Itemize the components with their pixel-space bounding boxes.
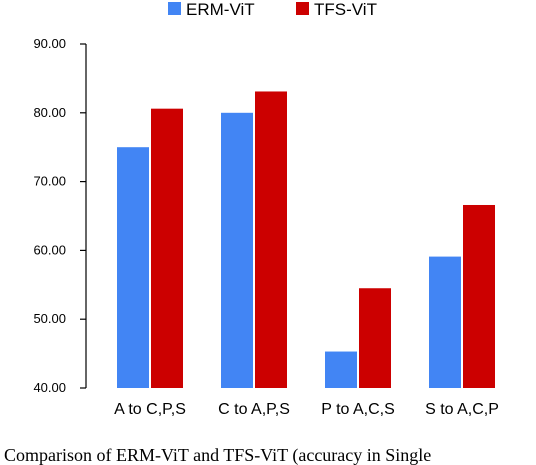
x-tick-label: S to A,C,P xyxy=(425,401,499,418)
bars xyxy=(117,91,495,389)
bar-chart: ERM-ViT TFS-ViT 40.00 50.00 60.00 70.00 80.00… xyxy=(33,0,499,418)
x-tick-label: A to C,P,S xyxy=(114,401,186,418)
bar-tfs-vit-3 xyxy=(463,204,495,388)
bar-tfs-vit-2 xyxy=(359,288,391,388)
y-tick-label: 50.00 xyxy=(33,311,66,326)
x-axis-labels: A to C,P,S C to A,P,S P to A,C,S S to A,C,P xyxy=(114,401,499,418)
chart-svg: ERM-ViT TFS-ViT 40.00 50.00 60.00 70.00 80.00… xyxy=(33,0,499,418)
y-tick-label: 40.00 xyxy=(33,380,66,395)
bar-erm-vit-3 xyxy=(429,256,461,388)
y-tick-label: 70.00 xyxy=(33,174,66,189)
bar-tfs-vit-0 xyxy=(151,108,183,388)
bar-erm-vit-2 xyxy=(325,351,357,388)
bar-erm-vit-0 xyxy=(117,147,149,388)
y-tick-label: 90.00 xyxy=(33,36,66,51)
x-tick-label: P to A,C,S xyxy=(321,401,395,418)
figure-caption: Comparison of ERM-ViT and TFS-ViT (accur… xyxy=(4,445,432,465)
legend-swatch xyxy=(296,2,309,15)
y-axis: 40.00 50.00 60.00 70.00 80.00 90.00 xyxy=(33,36,87,395)
legend-label: ERM-ViT xyxy=(186,0,255,19)
legend: ERM-ViT TFS-ViT xyxy=(168,0,377,19)
legend-label: TFS-ViT xyxy=(314,0,377,19)
y-tick-label: 60.00 xyxy=(33,242,66,257)
legend-swatch xyxy=(168,2,181,15)
bar-erm-vit-1 xyxy=(221,112,253,389)
bar-tfs-vit-1 xyxy=(255,91,287,389)
y-tick-label: 80.00 xyxy=(33,105,66,120)
x-tick-label: C to A,P,S xyxy=(218,401,290,418)
